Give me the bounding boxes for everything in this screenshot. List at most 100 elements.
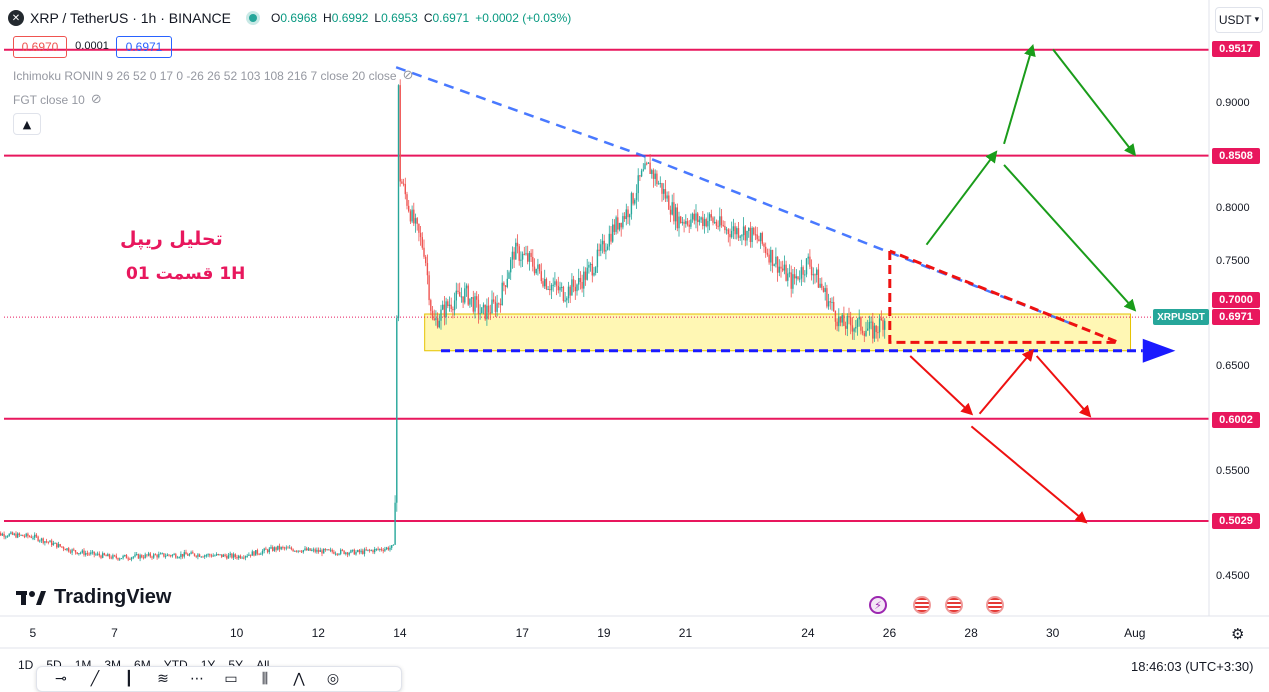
candle-body <box>848 316 850 318</box>
candle-body <box>164 556 167 558</box>
candle-body <box>601 240 604 245</box>
candle-body <box>615 217 617 232</box>
candle-body <box>625 209 627 220</box>
symbol-price-label: XRPUSDT <box>1153 309 1209 325</box>
symbol-title[interactable]: XRP / TetherUS · 1h · BINANCE <box>30 10 231 26</box>
candle-body <box>358 550 361 553</box>
candle-body <box>263 548 265 551</box>
rectangle-icon[interactable]: ▭ <box>224 671 238 687</box>
candle-body <box>523 253 525 255</box>
pitchfork-icon[interactable]: ⋯ <box>190 671 204 687</box>
candle-body <box>146 554 148 556</box>
brush-icon[interactable]: ◎ <box>326 671 340 687</box>
currency-select[interactable]: USDT ▾ <box>1215 7 1263 33</box>
candle-body <box>586 267 588 280</box>
candle-body <box>295 550 298 552</box>
red-scenario-arrow[interactable] <box>978 348 1035 415</box>
candle-body <box>487 305 490 313</box>
candle-body <box>719 216 721 227</box>
candle-body <box>676 207 678 229</box>
candle-body <box>360 550 362 553</box>
path-icon[interactable]: ⋀ <box>293 671 305 687</box>
red-dashed-triangle[interactable] <box>888 249 1119 344</box>
candle-body <box>457 290 459 293</box>
collapse-legend-button[interactable]: ▲ <box>13 113 41 135</box>
candle-body <box>846 316 848 329</box>
candle-body <box>299 550 301 552</box>
level-badge: 0.5029 <box>1212 513 1260 529</box>
candle-body <box>367 549 369 551</box>
open-value: 0.6968 <box>280 11 318 25</box>
candle-body <box>39 540 41 542</box>
us-flag-icon[interactable] <box>913 596 931 614</box>
hide-eye-icon[interactable]: ⊘ <box>402 68 414 83</box>
candle-body <box>844 325 847 329</box>
candle-body <box>173 554 175 556</box>
green-scenario-arrow[interactable] <box>925 150 998 246</box>
ichimoku-indicator-row[interactable]: Ichimoku RONIN 9 26 52 0 17 0 -26 26 52 … <box>13 68 413 83</box>
candle-body <box>402 183 405 185</box>
lightning-event-icon[interactable]: ⚡ <box>869 596 887 614</box>
candle-body <box>209 554 211 556</box>
candle-body <box>74 550 77 553</box>
us-flag-icon[interactable] <box>945 596 963 614</box>
trend-line-icon[interactable]: ╱ <box>90 671 100 687</box>
range-1d[interactable]: 1D <box>18 658 34 672</box>
candle-body <box>98 553 100 556</box>
candle-body <box>486 305 488 320</box>
candle-body <box>525 253 527 255</box>
candle-body <box>431 310 434 319</box>
candle-body <box>368 549 371 551</box>
green-scenario-arrow[interactable] <box>1052 48 1137 157</box>
candle-body <box>555 281 558 286</box>
red-scenario-arrow[interactable] <box>970 425 1088 524</box>
horizontal-line-icon[interactable]: ⊸ <box>55 671 67 687</box>
red-scenario-arrow[interactable] <box>1035 355 1092 418</box>
candle-body <box>841 315 843 323</box>
clock[interactable]: 18:46:03 (UTC+3:30) <box>1131 659 1254 674</box>
candle-body <box>107 554 109 557</box>
candle-body <box>552 284 554 286</box>
ohlc-values: O 0.6968 H 0.6992 L 0.6953 C 0.6971 +0.0002 … <box>271 11 577 25</box>
candle-body <box>321 550 323 554</box>
green-scenario-arrow[interactable] <box>1003 164 1137 312</box>
parallel-channel-icon[interactable]: ≋ <box>157 671 169 687</box>
sell-price-button[interactable]: 0.6970 <box>13 36 67 58</box>
candle-body <box>346 552 349 555</box>
ichimoku-indicator-label[interactable]: Ichimoku RONIN 9 26 52 0 17 0 -26 26 52 … <box>13 68 397 83</box>
settings-gear-icon[interactable]: ⚙ <box>1231 625 1245 643</box>
drawing-toolbar[interactable]: ⊸ ╱ ┃ ≋ ⋯ ▭ ⫼ ⋀ ◎ <box>36 666 402 692</box>
candle-body <box>163 553 165 557</box>
vertical-line-icon[interactable]: ┃ <box>124 671 134 687</box>
candle-body <box>127 558 129 560</box>
candle-body <box>766 253 769 255</box>
candle-body <box>499 303 502 306</box>
us-flag-icon[interactable] <box>986 596 1004 614</box>
tradingview-logo: TradingView <box>16 586 171 609</box>
fgt-indicator-row[interactable]: FGT close 10 ⊘ <box>13 92 102 107</box>
resistance-trendline[interactable] <box>395 66 1074 326</box>
candle-body <box>459 292 461 297</box>
symbol-header[interactable]: ✕ XRP / TetherUS · 1h · BINANCE O 0.6968 … <box>8 6 577 30</box>
candle-body <box>124 554 126 556</box>
candle-body <box>880 318 882 321</box>
fib-retracement-icon[interactable]: ⫼ <box>261 671 269 687</box>
candle-body <box>414 218 417 224</box>
hide-eye-icon[interactable]: ⊘ <box>90 92 102 107</box>
candle-body <box>239 555 242 558</box>
candle-body <box>117 557 119 560</box>
support-zone[interactable] <box>424 313 1132 352</box>
candle-body <box>450 304 452 309</box>
red-scenario-arrow[interactable] <box>909 355 974 416</box>
buy-price-button[interactable]: 0.6971 <box>116 36 172 58</box>
green-scenario-arrow[interactable] <box>1003 43 1036 145</box>
candle-body <box>20 534 22 536</box>
candle-body <box>608 233 610 247</box>
candle-body <box>584 271 587 280</box>
fgt-indicator-label[interactable]: FGT close 10 <box>13 92 85 107</box>
candle-body <box>605 249 607 252</box>
candle-body <box>496 303 498 312</box>
level-badge: 0.7000 <box>1212 292 1260 308</box>
candle-body <box>137 554 140 559</box>
